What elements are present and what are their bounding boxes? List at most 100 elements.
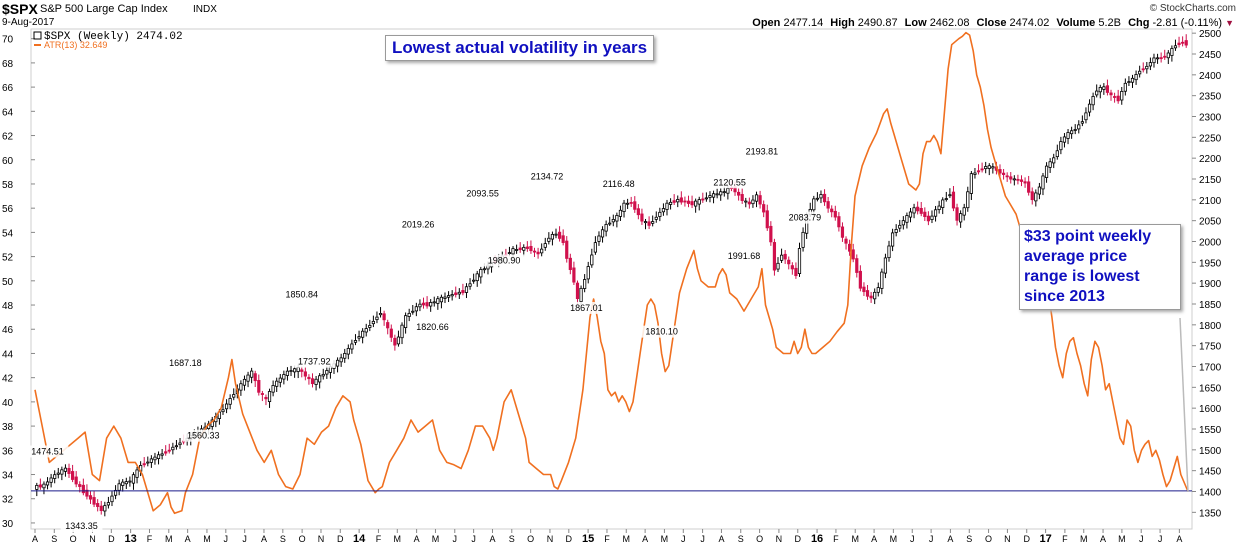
x-tick-label: M	[1118, 534, 1126, 544]
x-tick-label: A	[871, 534, 877, 544]
candle-body	[790, 265, 794, 270]
candle-body	[1055, 150, 1059, 158]
candle-body	[557, 231, 562, 239]
candle-body	[765, 210, 769, 229]
candle-body	[608, 222, 612, 225]
x-tick-label: M	[623, 534, 631, 544]
candle-body	[250, 370, 254, 378]
x-tick-label: A	[261, 534, 267, 544]
candle-body	[293, 368, 297, 373]
candle-body	[96, 503, 100, 507]
candle-body	[851, 249, 855, 260]
candle-body	[575, 282, 580, 300]
candle-body	[321, 373, 325, 377]
spx-series	[35, 34, 1188, 517]
candle-body	[926, 215, 930, 222]
candle-body	[124, 481, 128, 485]
price-label: 1850.84	[285, 290, 318, 300]
left-tick-label: 60	[2, 156, 14, 167]
candle-body	[522, 246, 526, 251]
candle-body	[121, 481, 125, 486]
right-tick-label: 1850	[1199, 300, 1222, 311]
candle-body	[744, 200, 748, 203]
price-label-bg	[397, 218, 440, 231]
candle-body	[586, 266, 590, 280]
candle-body	[762, 204, 766, 213]
left-axis: 30 32 34 36 38 40 42 44 46 48 50 52 54 56 58 60 62 64 66 68…	[2, 35, 35, 530]
candle-body	[228, 398, 232, 405]
candle-body	[937, 205, 941, 211]
candle-body	[887, 245, 891, 259]
right-tick-label: 2300	[1199, 113, 1222, 124]
price-label-bg	[640, 325, 683, 338]
right-tick-label: 2100	[1199, 196, 1222, 207]
candle-body	[740, 194, 744, 201]
x-tick-label: O	[756, 534, 763, 544]
candle-body	[701, 198, 705, 201]
candle-body	[855, 258, 859, 273]
candle-body	[722, 191, 726, 194]
candle-body	[912, 207, 916, 214]
x-tick-label: J	[242, 534, 247, 544]
candle-body	[267, 391, 272, 402]
candle-body	[908, 211, 913, 218]
header-name: S&P 500 Large Cap Index	[40, 3, 168, 15]
header-brand[interactable]: © StockCharts.com	[1149, 3, 1236, 14]
price-label: 2093.55	[466, 189, 499, 199]
price-label-bg	[565, 301, 608, 314]
candle-body	[346, 348, 350, 355]
header-date: 9-Aug-2017	[2, 17, 55, 28]
candle-body	[905, 215, 909, 223]
candle-body	[532, 250, 537, 253]
x-tick-label: O	[70, 534, 77, 544]
left-tick-label: 50	[2, 277, 14, 288]
candle-body	[1037, 186, 1041, 195]
x-tick-label: M	[432, 534, 440, 544]
candle-body	[840, 226, 845, 238]
price-label-bg	[783, 211, 826, 224]
candle-body	[565, 240, 569, 259]
candle-body	[1016, 178, 1020, 181]
candle-body	[178, 442, 182, 446]
candle-body	[378, 313, 383, 316]
plot-frame	[30, 28, 1193, 530]
candle-body	[371, 320, 375, 325]
x-tick-label: M	[203, 534, 211, 544]
x-tick-label: M	[661, 534, 669, 544]
x-tick-label: S	[51, 534, 57, 544]
price-label: 2120.55	[713, 177, 746, 187]
candle-body	[711, 193, 716, 198]
price-label: 1820.66	[416, 322, 449, 332]
candle-body	[890, 232, 895, 247]
candle-body	[901, 220, 905, 226]
candle-body	[672, 200, 676, 203]
candle-body	[826, 201, 830, 209]
candle-body	[1116, 95, 1120, 102]
candle-body	[353, 340, 358, 343]
x-tick-label: O	[985, 534, 992, 544]
candle-body	[987, 165, 991, 169]
right-tick-label: 1900	[1199, 279, 1222, 290]
candle-body	[1062, 136, 1067, 143]
right-tick-label: 1450	[1199, 467, 1222, 478]
candle-body	[737, 191, 741, 196]
candle-body	[944, 198, 948, 200]
candle-body	[547, 237, 551, 242]
candle-body	[783, 253, 787, 260]
annotation-right-line-4: since 2013	[1024, 288, 1105, 305]
candle-body	[865, 290, 870, 297]
candle-body	[1084, 112, 1088, 121]
candle-body	[350, 343, 354, 350]
x-tick-label: A	[32, 534, 38, 544]
candle-body	[1166, 52, 1170, 59]
candle-body	[457, 291, 461, 295]
x-tick-label: 16	[811, 533, 823, 545]
candle-body	[282, 374, 286, 380]
candle-body	[364, 328, 368, 333]
chg-value: -2.81 (-0.11%)	[1152, 17, 1223, 29]
candle-body	[873, 291, 877, 300]
legend-spx-icon	[33, 31, 42, 40]
candle-body	[468, 283, 472, 287]
candle-body	[618, 209, 623, 217]
